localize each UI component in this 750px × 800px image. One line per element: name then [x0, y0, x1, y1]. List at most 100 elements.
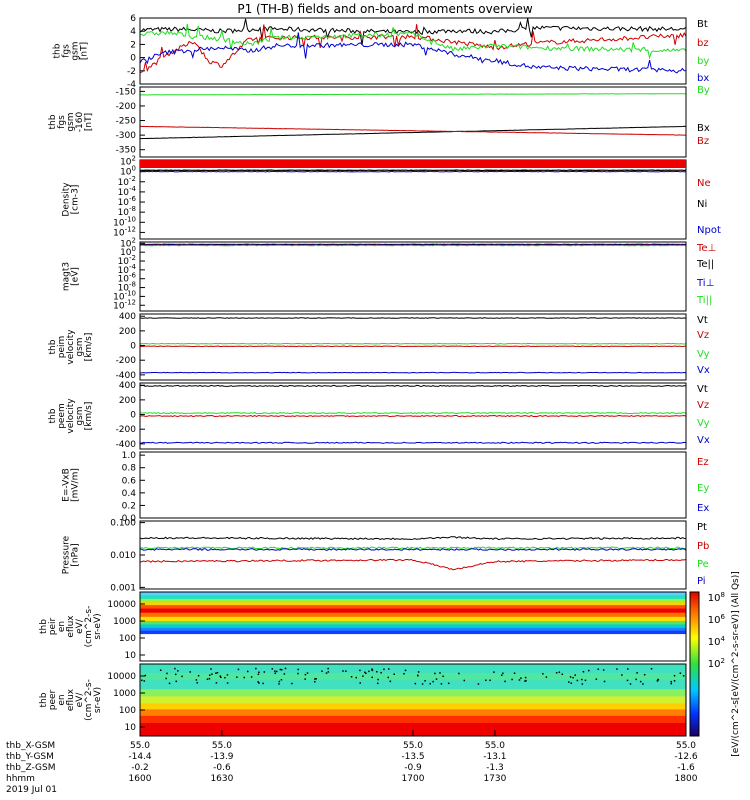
xaxis-row-label-2: thb_Z-GSM	[6, 763, 55, 773]
ytick-density-2: 10-2	[118, 175, 136, 188]
ylabel-peer-3: eflux	[66, 688, 76, 711]
ytick-peim-3: -200	[116, 356, 137, 366]
series-pressure-1	[139, 558, 687, 571]
spectrogram-dot-96	[224, 676, 226, 679]
panel-peem: thb peem velocity gsm [km/s] 400 200 0 -200 -400 V…	[48, 381, 710, 450]
spectrogram-band-peir-9	[140, 624, 686, 629]
series-fgs_dc-2	[139, 125, 687, 136]
spectrogram-dot-97	[304, 673, 307, 676]
spectrogram-dot-136	[584, 679, 587, 682]
ylabel-density-0: Density	[62, 182, 72, 217]
series-pressure-2	[139, 546, 687, 550]
xaxis-value-2-4: -1.6	[677, 763, 695, 773]
spectrogram-dot-22	[520, 677, 522, 679]
spectrogram-dot-54	[657, 678, 659, 681]
spectrogram-band-peer-6	[140, 709, 686, 717]
ytick-density-7: 10-12	[113, 225, 136, 238]
ylabel-peem-4: [km/s]	[84, 402, 94, 431]
xaxis-value-3-4: 1800	[675, 774, 698, 784]
ytick-peem-1: 200	[119, 396, 136, 406]
spectrogram-dot-63	[440, 683, 443, 685]
ytick-density-6: 10-10	[113, 215, 136, 228]
spectrogram-dot-132	[325, 672, 328, 674]
ytick-peim-4: -400	[116, 371, 137, 381]
legend-efield-0: Ez	[697, 457, 709, 468]
ytick-efield-0: 1.0	[122, 451, 137, 461]
ytick-magt3-0: 102	[120, 236, 136, 249]
ylabel-pressure-1: [nPa]	[71, 543, 81, 566]
ytick-fgs-4: -2	[127, 67, 136, 77]
xaxis-value-0-1: 55.0	[212, 741, 232, 751]
series-pressure-3	[139, 548, 687, 551]
ytick-peim-1: 200	[119, 327, 136, 337]
ylabel-fgs_dc-0: thb	[48, 114, 58, 129]
spectrogram-dot-44	[493, 671, 495, 673]
legend-magt3-3: Ti||	[696, 295, 712, 306]
spectrogram-dot-86	[197, 674, 200, 677]
ylabel-peem-1: peem	[57, 403, 67, 429]
panel-fgs: thb fgs gsm [nT] 6 4 2 0 -2 -4 Bt bz by bx	[53, 14, 710, 90]
ytick-peem-4: -400	[116, 440, 137, 450]
spectrogram-dot-68	[263, 671, 266, 673]
ylabel-peer-6: sr-eV)	[93, 687, 103, 713]
series-fgs_dc-1	[139, 125, 687, 140]
xaxis-value-0-2: 55.0	[403, 741, 423, 751]
ylabel-peir-5: (cm^2-s-	[84, 606, 94, 648]
spectrogram-dot-25	[278, 683, 280, 685]
spectrogram-dot-6	[524, 676, 527, 679]
legend-density-0: Ne	[697, 178, 711, 189]
legend-peim-0: Vt	[697, 315, 708, 326]
spectrogram-dot-141	[371, 676, 373, 679]
spectrogram-dot-61	[567, 681, 570, 683]
spectrogram-band-peir-4	[140, 605, 686, 610]
panel-peim: thb peim velocity gsm [km/s] 400 200 0 -200 -400 V…	[48, 312, 710, 381]
ytick-fgs_dc-0: -150	[116, 87, 137, 97]
ytick-pressure-0: 0.100	[110, 519, 136, 529]
spectrogram-dot-26	[210, 668, 212, 670]
spectrogram-dot-95	[368, 670, 370, 673]
spectrogram-dot-92	[421, 683, 424, 685]
panel-magt3: magt3 [eV] 10210010-210-410-610-810-1010-1…	[62, 236, 716, 312]
spectrogram-dot-102	[545, 676, 548, 678]
ytick-magt3-1: 100	[120, 245, 136, 258]
ytick-efield-4: 0.2	[122, 501, 136, 511]
legend-fgs-1: bz	[697, 38, 709, 49]
ytick-peim-2: 0	[130, 342, 136, 352]
spectrogram-dot-8	[246, 670, 249, 673]
spectrogram-dot-74	[458, 672, 460, 675]
spectrogram-dot-67	[642, 683, 644, 685]
spectrogram-dot-23	[206, 678, 209, 680]
series-density-1	[139, 169, 687, 172]
legend-peim-2: Vy	[697, 349, 710, 360]
spectrogram-dot-125	[434, 672, 436, 675]
spectrogram-dot-105	[208, 677, 211, 680]
xaxis-value-1-3: -13.1	[483, 752, 506, 762]
series-peem-1	[139, 414, 687, 418]
spectrogram-dot-111	[389, 680, 392, 683]
xaxis-value-0-3: 55.0	[485, 741, 505, 751]
ytick-peir-0: 10000	[107, 600, 136, 610]
series-peem-0	[139, 384, 687, 387]
xaxis-value-3-2: 1700	[402, 774, 425, 784]
spectrogram-dot-72	[670, 680, 673, 683]
legend-fgs-3: bx	[697, 73, 709, 84]
spectrogram-dot-7	[627, 668, 629, 670]
spectrogram-dot-50	[262, 682, 264, 685]
spectrogram-dot-45	[215, 672, 217, 674]
ytick-density-4: 10-6	[118, 195, 137, 208]
spectrogram-dot-48	[417, 674, 419, 677]
xaxis-value-1-4: -12.6	[674, 752, 698, 762]
spectrogram-band-peer-1	[140, 673, 686, 681]
xaxis-row-label-3: hhmm	[6, 774, 35, 784]
spectrogram-dot-93	[284, 667, 287, 670]
spectrogram-dot-151	[291, 682, 293, 685]
spectrogram-band-peer-7	[140, 715, 686, 724]
ytick-magt3-2: 10-2	[118, 254, 136, 267]
spectrogram-dot-42	[485, 679, 487, 682]
ytick-pressure-2: 0.001	[110, 583, 136, 593]
colorbar-tick-2: 104	[708, 635, 726, 648]
spectrogram-dot-155	[215, 682, 218, 684]
spectrogram-dot-113	[442, 675, 444, 678]
series-peem-3	[139, 441, 687, 444]
xaxis-value-1-0: -14.4	[128, 752, 152, 762]
